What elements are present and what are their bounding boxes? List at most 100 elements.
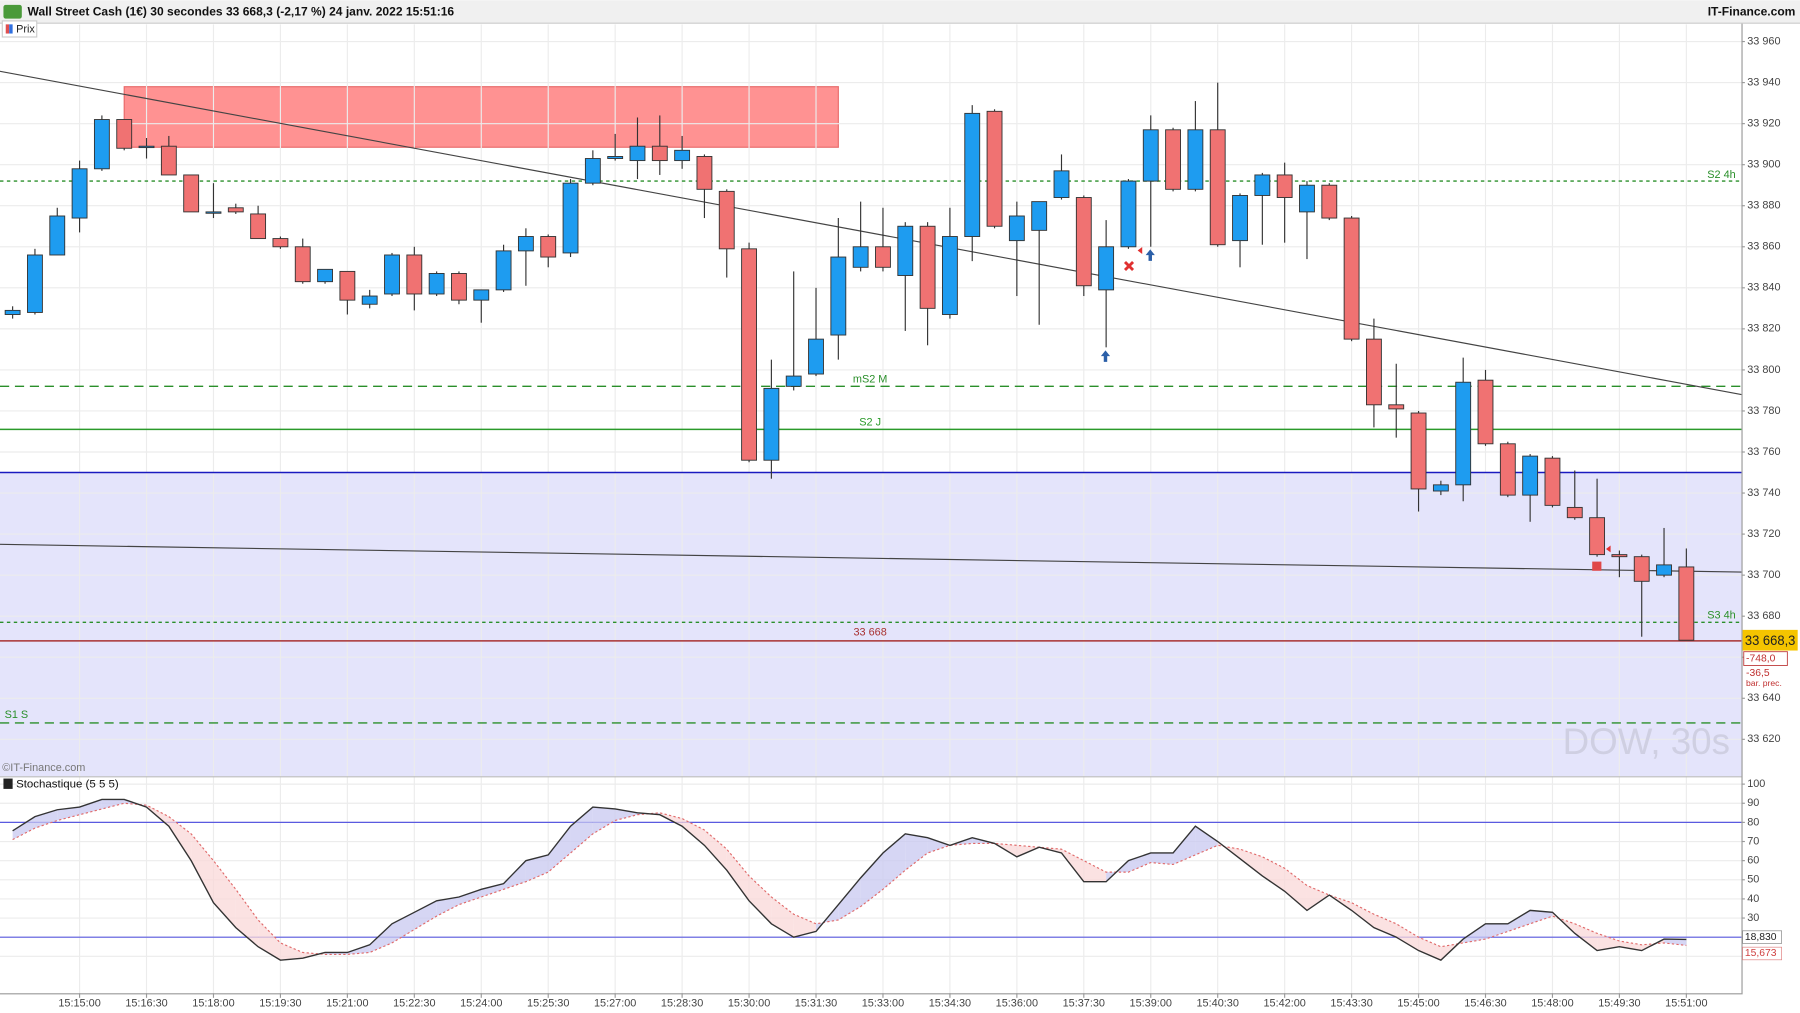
stoch-fill bbox=[1485, 923, 1508, 940]
stoch-fill bbox=[1150, 852, 1174, 865]
candle-body bbox=[1053, 170, 1070, 198]
candle-body bbox=[71, 168, 88, 219]
candle-body bbox=[1187, 129, 1204, 190]
x-tick-label: 15:27:00 bbox=[594, 997, 636, 1009]
value-label: 18,830 bbox=[1745, 932, 1777, 943]
x-tick-label: 15:16:30 bbox=[125, 997, 167, 1009]
candle-body bbox=[4, 309, 21, 315]
stoch-fill bbox=[1418, 937, 1441, 961]
axis-background bbox=[1741, 23, 1800, 1013]
level-label: S2 J bbox=[859, 416, 881, 428]
stoch-fill bbox=[213, 860, 236, 928]
candle-body bbox=[875, 246, 891, 268]
candle-body bbox=[93, 119, 110, 170]
candle-body bbox=[808, 338, 824, 375]
y-tick-label: 33 740 bbox=[1747, 487, 1780, 499]
x-tick-label: 15:19:30 bbox=[259, 997, 301, 1009]
x-tick-label: 15:37:30 bbox=[1063, 997, 1105, 1009]
candle-body bbox=[584, 158, 601, 184]
stoch-fill bbox=[235, 889, 259, 947]
stoch-fill bbox=[525, 854, 549, 882]
stoch-fill bbox=[503, 860, 526, 890]
candle-body bbox=[1611, 554, 1628, 558]
candle-body bbox=[317, 268, 333, 283]
zone bbox=[0, 472, 1742, 777]
y-tick-label: 33 900 bbox=[1747, 159, 1780, 171]
candle-body bbox=[964, 112, 981, 237]
candle-body bbox=[1566, 506, 1583, 519]
stoch-fill bbox=[927, 837, 950, 853]
x-tick-label: 15:40:30 bbox=[1197, 997, 1239, 1009]
stoch-fill bbox=[570, 807, 593, 853]
level-label: mS2 M bbox=[853, 373, 888, 385]
candle-body bbox=[1232, 195, 1248, 242]
stoch-fill bbox=[1530, 910, 1553, 924]
candle-body bbox=[540, 236, 557, 258]
candle-body bbox=[1432, 484, 1449, 492]
candle-body bbox=[451, 272, 467, 301]
x-tick-label: 15:24:00 bbox=[460, 997, 502, 1009]
y-tick-label: 33 960 bbox=[1747, 35, 1780, 47]
stoch-fill bbox=[1373, 914, 1397, 938]
candle-body bbox=[183, 174, 200, 213]
candle-body bbox=[986, 110, 1003, 227]
square-marker bbox=[1592, 561, 1602, 571]
stoch-fill bbox=[1306, 885, 1330, 911]
stoch-fill bbox=[704, 830, 727, 871]
candle-body bbox=[718, 190, 735, 250]
level-label: S3 4h bbox=[1707, 609, 1735, 621]
y-tick-label: 33 620 bbox=[1747, 733, 1780, 745]
level-label: S1 S bbox=[5, 709, 29, 721]
stoch-fill bbox=[1351, 902, 1374, 928]
candle-body bbox=[517, 236, 534, 252]
last-price-box bbox=[1742, 629, 1798, 651]
stoch-fill bbox=[548, 826, 571, 873]
stoch-fill bbox=[101, 799, 125, 809]
candle-body bbox=[1276, 174, 1293, 198]
info-label: -36,5 bbox=[1746, 668, 1770, 679]
x-tick-label: 15:31:30 bbox=[795, 997, 837, 1009]
candle-body bbox=[1678, 566, 1695, 641]
stoch-fill bbox=[682, 818, 705, 846]
info-label: bar. prec. bbox=[1746, 678, 1782, 688]
candle-body bbox=[1544, 457, 1561, 506]
stoch-fill bbox=[392, 912, 415, 943]
levels: S2 4h mS2 M S2 J S3 4h 33 668 S1 S bbox=[0, 70, 1742, 938]
y-tick-label: 33 760 bbox=[1747, 446, 1780, 458]
candle-body bbox=[763, 387, 780, 461]
candle-body bbox=[473, 289, 490, 301]
stoch-fill bbox=[1173, 826, 1196, 865]
y-tick-label: 80 bbox=[1747, 816, 1759, 828]
candle-body bbox=[897, 225, 914, 276]
header-bar bbox=[0, 0, 1800, 24]
candle-body bbox=[227, 207, 244, 213]
y-tick-label: 33 720 bbox=[1747, 528, 1780, 540]
stoch-fill bbox=[1083, 860, 1107, 882]
stoch-fill bbox=[749, 875, 772, 924]
candle-body bbox=[27, 254, 43, 313]
candle-body bbox=[1410, 412, 1427, 490]
candle-body bbox=[49, 215, 66, 256]
stoch-fill bbox=[481, 883, 504, 897]
stoch-fill bbox=[592, 807, 616, 834]
x-tick-label: 15:15:00 bbox=[58, 997, 100, 1009]
candle-body bbox=[1008, 215, 1025, 242]
candle-body bbox=[941, 236, 958, 315]
candle-body bbox=[294, 246, 311, 283]
stoch-fill bbox=[168, 816, 192, 861]
y-tick-label: 30 bbox=[1747, 912, 1759, 924]
triangle-marker bbox=[1605, 545, 1611, 553]
stoch-fill bbox=[34, 809, 58, 829]
candle-body bbox=[741, 248, 757, 461]
candle-body bbox=[1633, 556, 1650, 582]
y-tick-label: 100 bbox=[1747, 778, 1765, 790]
watermark: DOW, 30s bbox=[1563, 721, 1730, 762]
candle-body bbox=[428, 272, 445, 295]
candle-body bbox=[1165, 129, 1181, 190]
candle-body bbox=[1366, 338, 1382, 406]
stoch-fill bbox=[191, 833, 214, 903]
candle-body bbox=[1098, 246, 1115, 291]
x-tick-label: 15:18:00 bbox=[192, 997, 234, 1009]
stoch-fill bbox=[436, 896, 459, 917]
